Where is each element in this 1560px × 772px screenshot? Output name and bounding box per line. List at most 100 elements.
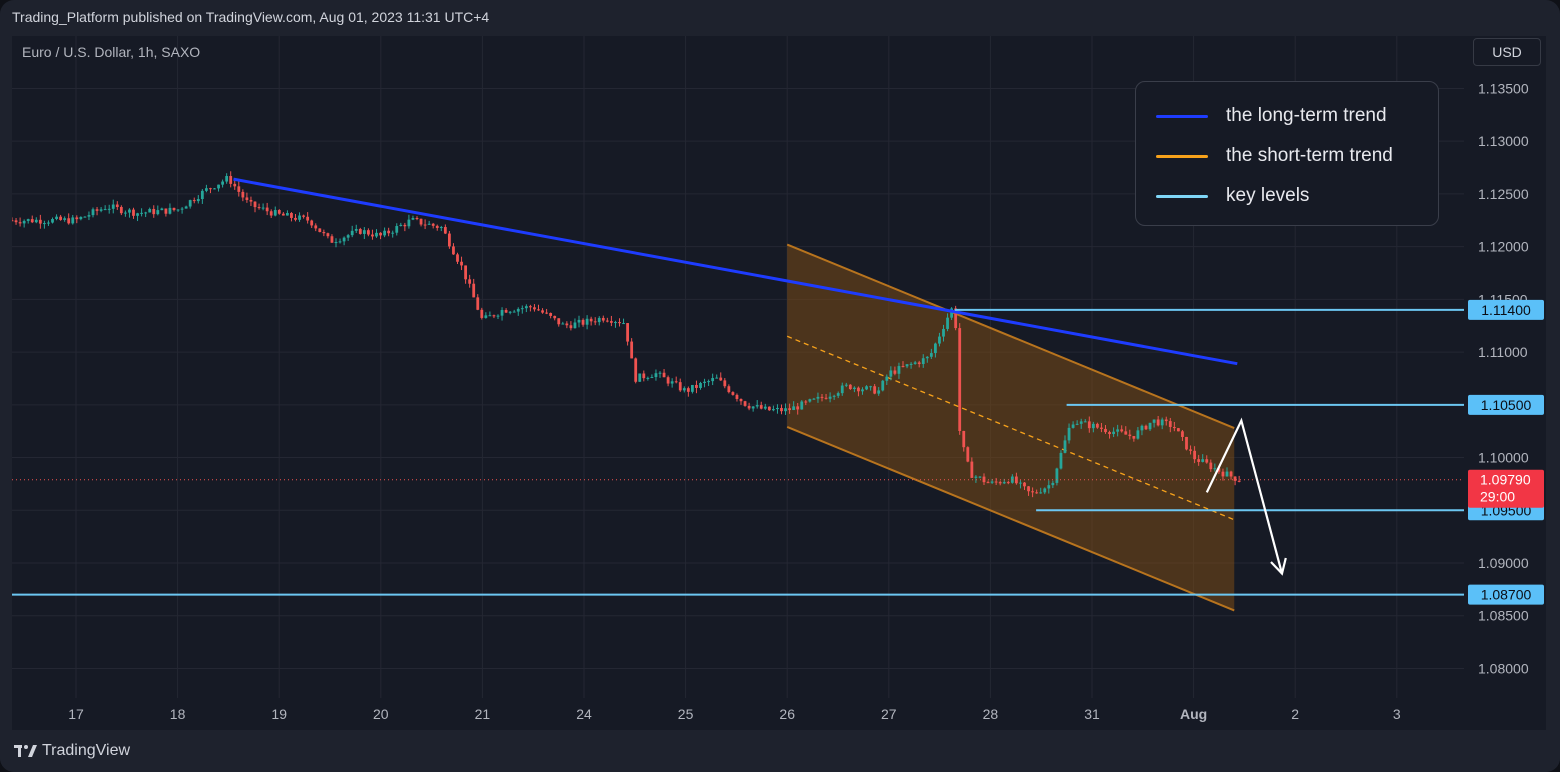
candle-body <box>423 224 427 226</box>
candle <box>107 204 111 214</box>
candle <box>512 309 516 313</box>
candle <box>196 195 200 204</box>
legend-label: the long-term trend <box>1226 105 1387 126</box>
candle-body <box>1108 432 1111 435</box>
candle-body <box>925 356 929 359</box>
candle <box>593 317 597 326</box>
candle <box>537 304 540 311</box>
candle <box>1152 419 1156 428</box>
candle-body <box>419 218 423 225</box>
candle-body <box>257 207 261 209</box>
candle <box>751 406 755 412</box>
candle-body <box>601 317 605 321</box>
price-chart[interactable]: 1.135001.130001.125001.120001.115001.110… <box>12 36 1546 730</box>
candle-body <box>1213 468 1217 470</box>
candle-body <box>695 384 698 388</box>
candle <box>334 238 338 248</box>
candle-body <box>379 232 382 236</box>
candle-body <box>1172 426 1176 429</box>
candle-body <box>1067 427 1071 441</box>
candle-body <box>225 176 229 182</box>
candle <box>314 223 318 232</box>
tradingview-brand[interactable]: TradingView <box>14 742 130 760</box>
candle-body <box>119 206 123 214</box>
candle-body <box>346 235 350 238</box>
candle <box>431 222 435 229</box>
price-tick-label: 1.12000 <box>1478 239 1529 255</box>
candle-body <box>1096 423 1099 428</box>
candle <box>1189 445 1192 455</box>
candle <box>115 201 119 210</box>
candle <box>808 398 812 403</box>
candle <box>26 218 30 224</box>
candle-body <box>836 393 840 396</box>
candle-body <box>1177 428 1180 432</box>
candle <box>727 384 731 394</box>
candle-body <box>1087 421 1091 429</box>
candle <box>776 404 779 414</box>
candle-body <box>800 401 804 410</box>
candle <box>12 217 14 222</box>
candle <box>670 378 674 388</box>
candle-body <box>241 191 245 198</box>
candle <box>614 320 617 328</box>
candle-body <box>132 209 135 216</box>
candle-body <box>371 234 374 237</box>
price-tick-label: 1.08500 <box>1478 608 1529 624</box>
candle-body <box>630 341 634 359</box>
candle-body <box>978 476 982 478</box>
candle-body <box>808 399 812 402</box>
candle <box>419 218 423 227</box>
candle <box>585 315 589 330</box>
candle-body <box>824 397 828 399</box>
candle <box>605 317 609 323</box>
candle <box>589 316 593 326</box>
candle <box>229 171 233 188</box>
legend-label: key levels <box>1226 185 1310 206</box>
candle-body <box>707 381 710 383</box>
candle <box>962 430 966 452</box>
projection-arrowhead <box>1270 557 1287 576</box>
candle <box>290 212 293 222</box>
candle-body <box>585 318 589 325</box>
candle-body <box>686 388 690 392</box>
candle <box>192 197 196 204</box>
candle-body <box>1209 462 1213 470</box>
candle <box>281 212 285 216</box>
candle-body <box>828 396 832 399</box>
candle <box>1164 416 1168 426</box>
candle-body <box>889 370 893 377</box>
candle <box>180 207 184 214</box>
candle-body <box>597 317 601 323</box>
tradingview-logo-icon <box>14 745 37 757</box>
candle <box>294 214 297 222</box>
candle <box>994 477 998 485</box>
candle <box>411 215 415 221</box>
candle-body <box>950 308 953 318</box>
price-tick-label: 1.13500 <box>1478 80 1529 96</box>
candle <box>375 229 378 238</box>
candle <box>703 378 706 388</box>
candle-body <box>1217 468 1221 472</box>
legend-item-short-term: the short-term trend <box>1156 144 1393 168</box>
candle <box>286 210 289 216</box>
candle <box>468 274 472 288</box>
candle <box>1108 430 1111 439</box>
candle-body <box>265 207 269 212</box>
candle-body <box>755 405 759 407</box>
legend-label: the short-term trend <box>1226 145 1393 166</box>
candle-body <box>484 315 488 318</box>
candle-body <box>658 372 662 374</box>
candle <box>743 400 747 407</box>
candle <box>508 310 512 315</box>
candle <box>1112 427 1115 438</box>
currency-button[interactable]: USD <box>1473 38 1541 66</box>
candle <box>658 371 662 378</box>
candle-body <box>468 279 472 284</box>
candle <box>1116 424 1120 437</box>
candle <box>43 220 46 229</box>
candle-body <box>322 232 326 234</box>
candle <box>14 218 18 225</box>
candle-body <box>865 386 868 390</box>
candle-body <box>569 325 573 329</box>
